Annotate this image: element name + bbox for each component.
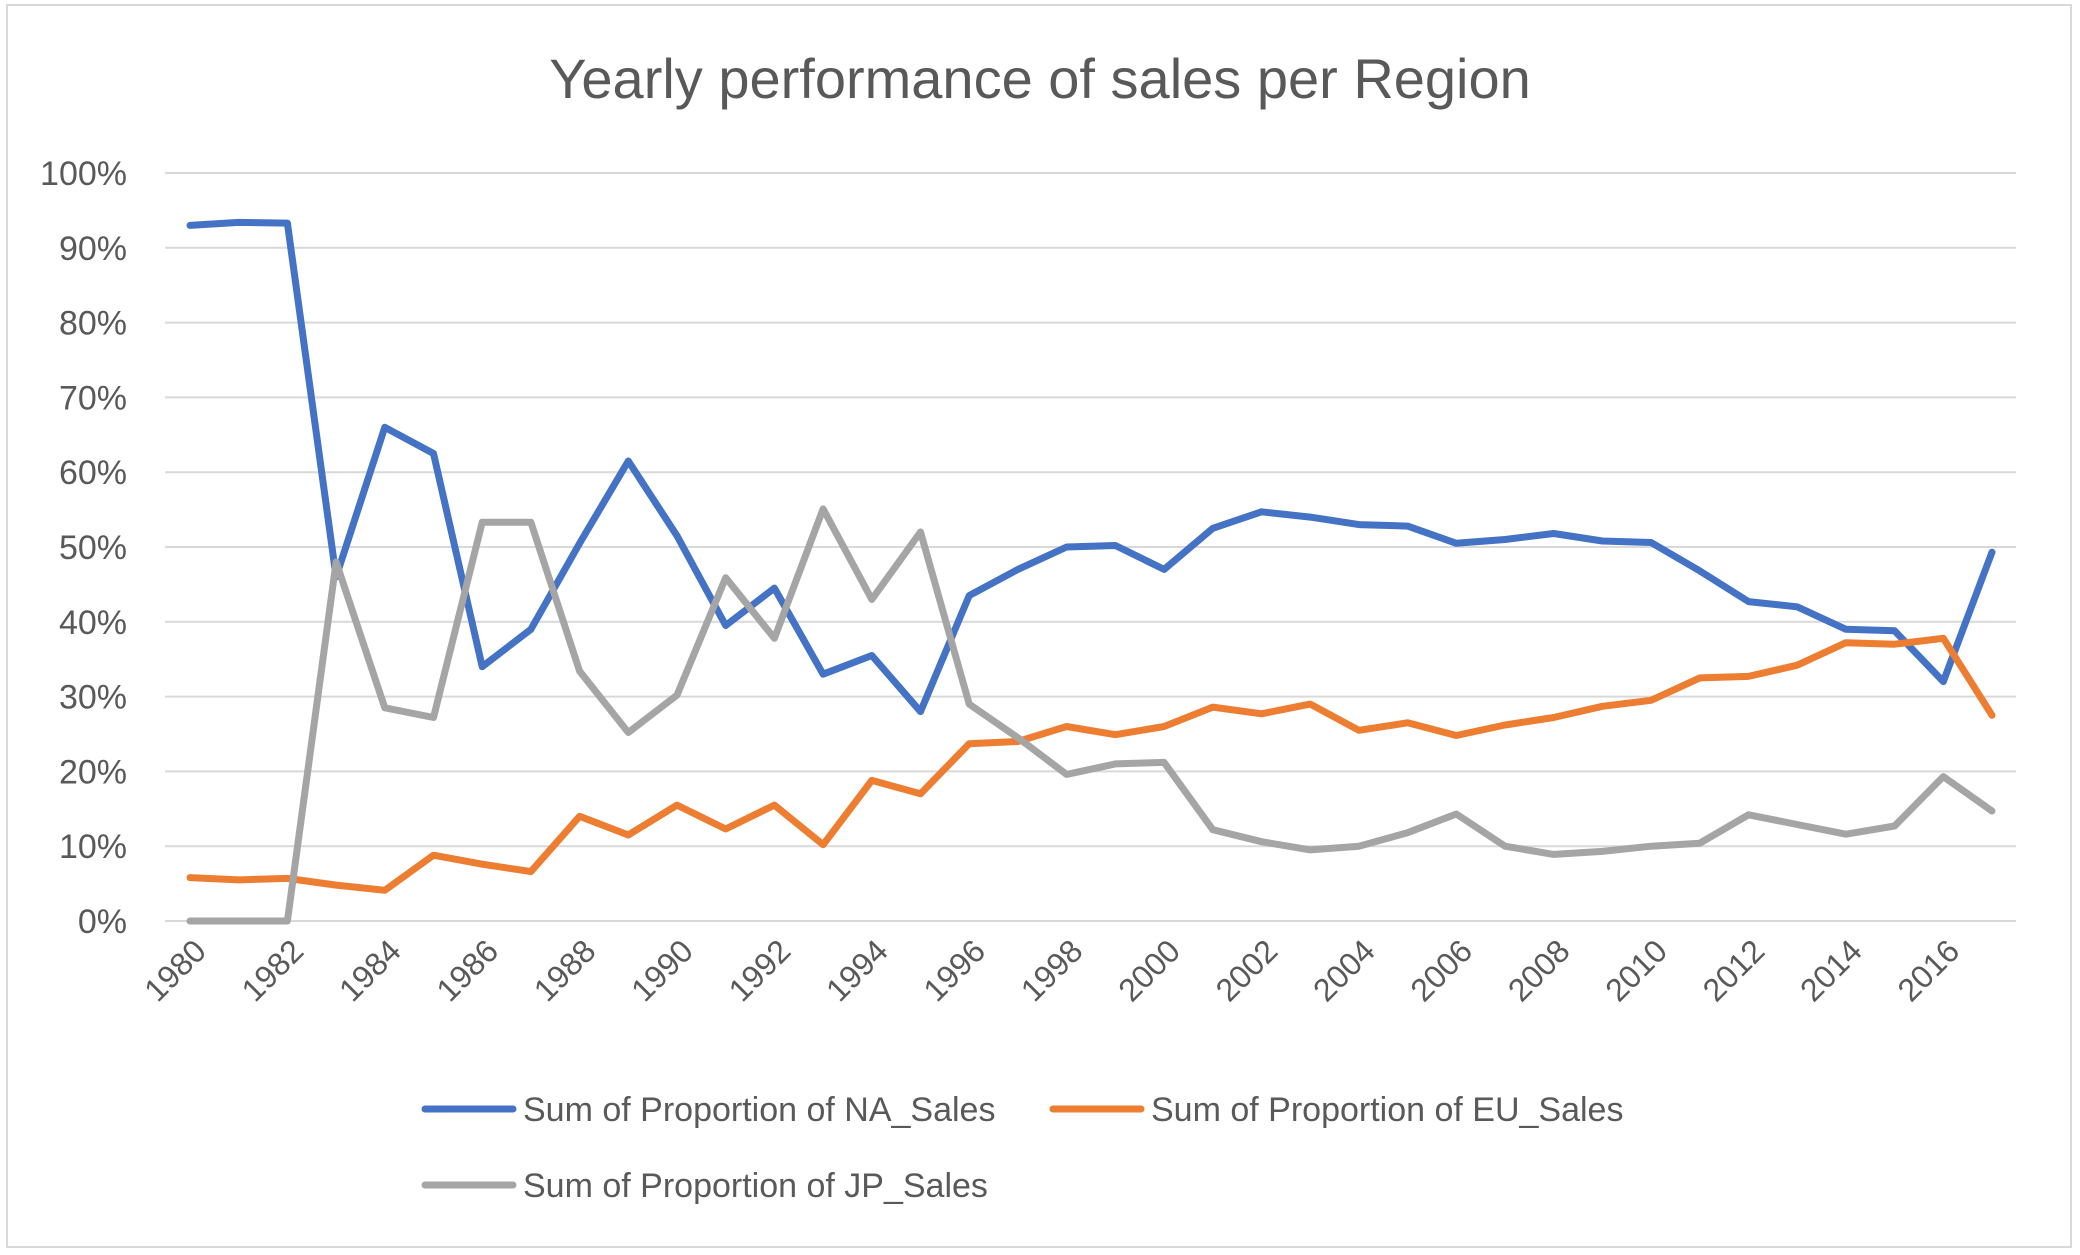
x-tick-label: 1998 bbox=[1014, 932, 1090, 1008]
legend-label-1: Sum of Proportion of NA_Sales bbox=[523, 1091, 995, 1129]
y-tick-label: 100% bbox=[40, 155, 127, 193]
y-tick-label: 50% bbox=[59, 529, 127, 567]
x-tick-label: 1980 bbox=[137, 932, 213, 1008]
y-tick-label: 10% bbox=[59, 828, 127, 866]
y-axis-ticks: 0% 10% 20% 30% 40% 50% 60% 70% 80% 90% 100% bbox=[40, 155, 127, 941]
x-tick-label: 2002 bbox=[1209, 932, 1285, 1008]
series-line-3 bbox=[186, 505, 1996, 925]
x-tick-label: 1982 bbox=[235, 932, 311, 1008]
y-tick-label: 0% bbox=[78, 903, 127, 941]
chart-frame bbox=[6, 4, 2072, 1248]
x-tick-label: 2014 bbox=[1793, 932, 1869, 1008]
x-tick-label: 2012 bbox=[1696, 932, 1772, 1008]
x-tick-label: 1994 bbox=[819, 932, 895, 1008]
x-tick-label: 2008 bbox=[1501, 932, 1577, 1008]
x-tick-label: 1986 bbox=[429, 932, 505, 1008]
x-tick-label: 2004 bbox=[1306, 932, 1382, 1008]
legend: Sum of Proportion of NA_Sales Sum of Prop… bbox=[421, 1091, 1623, 1205]
y-tick-label: 60% bbox=[59, 454, 127, 492]
y-tick-label: 70% bbox=[59, 379, 127, 417]
y-tick-label: 80% bbox=[59, 305, 127, 343]
y-tick-label: 20% bbox=[59, 753, 127, 791]
x-tick-label: 2006 bbox=[1403, 932, 1479, 1008]
x-tick-label: 2016 bbox=[1890, 932, 1966, 1008]
series-line-2 bbox=[186, 634, 1996, 894]
chart-title: Yearly performance of sales per Region bbox=[549, 47, 1531, 110]
series-lines bbox=[186, 218, 1996, 925]
legend-label-2: Sum of Proportion of EU_Sales bbox=[1151, 1091, 1623, 1129]
x-tick-label: 1996 bbox=[916, 932, 992, 1008]
y-tick-label: 30% bbox=[59, 679, 127, 717]
y-tick-label: 40% bbox=[59, 604, 127, 642]
legend-label-3: Sum of Proportion of JP_Sales bbox=[523, 1167, 988, 1205]
x-tick-label: 2010 bbox=[1598, 932, 1674, 1008]
x-axis-ticks: 1980 1982 1984 1986 1988 1990 1992 1994 1996 1998… bbox=[137, 932, 1966, 1008]
y-tick-label: 90% bbox=[59, 230, 127, 268]
x-tick-label: 1992 bbox=[722, 932, 798, 1008]
x-tick-label: 1984 bbox=[332, 932, 408, 1008]
series-line-1 bbox=[186, 218, 1996, 716]
x-tick-label: 1990 bbox=[624, 932, 700, 1008]
x-tick-label: 1988 bbox=[527, 932, 603, 1008]
x-tick-label: 2000 bbox=[1111, 932, 1187, 1008]
